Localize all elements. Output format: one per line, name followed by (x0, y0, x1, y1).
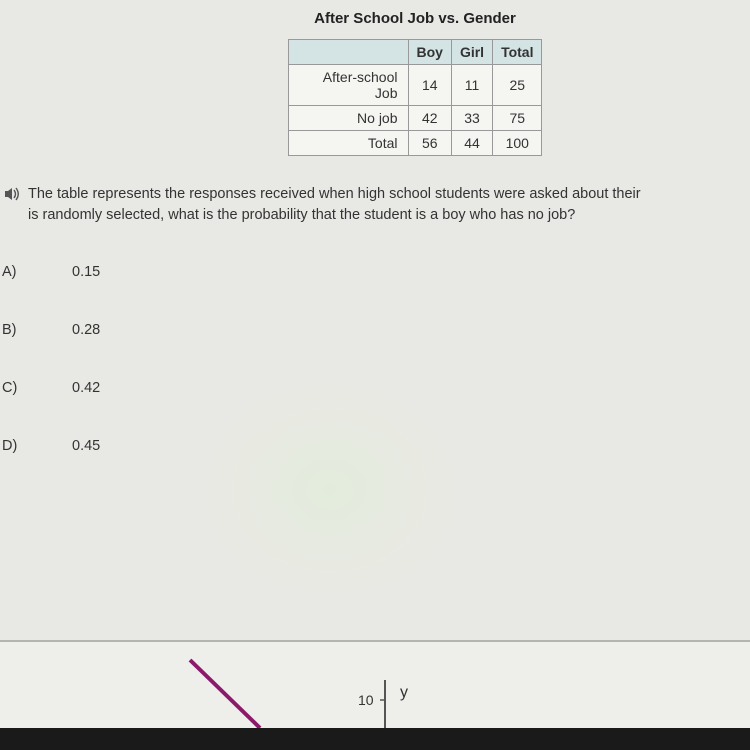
answer-label: C) (2, 380, 72, 396)
table-title: After School Job vs. Gender (80, 10, 750, 27)
tick-label: 10 (358, 692, 374, 708)
cell: 33 (451, 106, 492, 131)
answer-option[interactable]: B) 0.28 (2, 322, 750, 338)
table-row: No job 42 33 75 (288, 106, 542, 131)
audio-icon[interactable] (4, 186, 22, 207)
answer-label: D) (2, 438, 72, 454)
row-label: After-school Job (288, 65, 408, 106)
answer-list: A) 0.15 B) 0.28 C) 0.42 D) 0.45 (0, 264, 750, 454)
answer-option[interactable]: D) 0.45 (2, 438, 750, 454)
answer-value: 0.42 (72, 380, 132, 396)
answer-option[interactable]: A) 0.15 (2, 264, 750, 280)
y-axis-label: y (400, 684, 408, 702)
cell: 100 (493, 131, 542, 156)
chart-line (190, 660, 260, 728)
data-table: Boy Girl Total After-school Job 14 11 25… (288, 39, 543, 156)
table-row: After-school Job 14 11 25 (288, 65, 542, 106)
table-section: After School Job vs. Gender Boy Girl Tot… (0, 0, 750, 156)
answer-value: 0.45 (72, 438, 132, 454)
question-text: The table represents the responses recei… (28, 184, 641, 226)
cell: 25 (493, 65, 542, 106)
col-header: Total (493, 40, 542, 65)
cell: 56 (408, 131, 451, 156)
question-line2: is randomly selected, what is the probab… (28, 207, 575, 223)
answer-label: A) (2, 264, 72, 280)
question-area: The table represents the responses recei… (0, 184, 750, 226)
table-corner (288, 40, 408, 65)
row-label: No job (288, 106, 408, 131)
cell: 42 (408, 106, 451, 131)
cell: 75 (493, 106, 542, 131)
cell: 14 (408, 65, 451, 106)
col-header: Girl (451, 40, 492, 65)
bottom-bar (0, 728, 750, 750)
answer-option[interactable]: C) 0.42 (2, 380, 750, 396)
table-row: Total 56 44 100 (288, 131, 542, 156)
cell: 44 (451, 131, 492, 156)
col-header: Boy (408, 40, 451, 65)
question-line1: The table represents the responses recei… (28, 186, 641, 202)
next-question-chart: 10 y (0, 640, 750, 730)
row-label: Total (288, 131, 408, 156)
answer-value: 0.15 (72, 264, 132, 280)
answer-value: 0.28 (72, 322, 132, 338)
cell: 11 (451, 65, 492, 106)
answer-label: B) (2, 322, 72, 338)
